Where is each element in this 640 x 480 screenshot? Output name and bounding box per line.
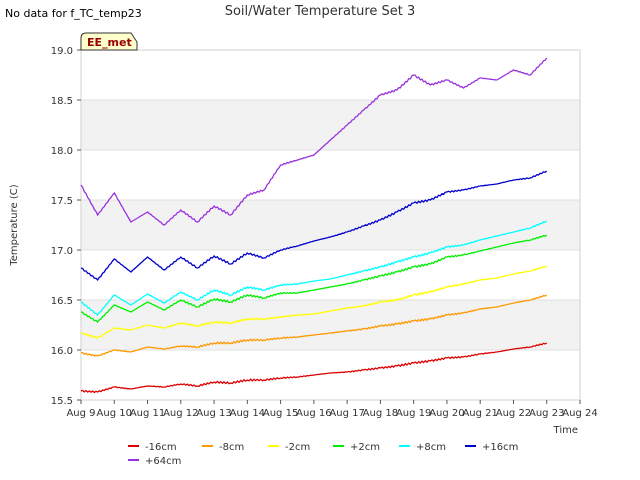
plot-frame <box>80 49 581 401</box>
x-tick-label: Aug 10 <box>97 408 132 419</box>
series-line--16cm <box>80 342 548 394</box>
x-tick-label: Aug 13 <box>196 408 231 419</box>
x-tick-label: Aug 18 <box>363 408 398 419</box>
no-data-note: No data for f_TC_temp23 <box>5 7 142 20</box>
series-line--8cm <box>80 294 548 357</box>
x-tick-label: Aug 15 <box>263 408 298 419</box>
plot-band <box>81 50 580 100</box>
plot-band <box>81 100 580 150</box>
y-tick-label: 15.5 <box>51 396 73 407</box>
x-tick-label: Aug 22 <box>496 408 531 419</box>
plot-band <box>81 250 580 300</box>
series-line-+8cm <box>80 220 548 317</box>
x-tick-label: Aug 19 <box>396 408 431 419</box>
legend-label: +8cm <box>416 442 446 453</box>
x-tick-label: Aug 16 <box>296 408 331 419</box>
series-line-+16cm <box>80 170 548 282</box>
legend-label: +16cm <box>482 442 518 453</box>
site-badge: EE_met <box>80 32 138 51</box>
plot-band <box>81 350 580 400</box>
legend-label: -2cm <box>285 442 310 453</box>
plot-band <box>81 150 580 200</box>
x-tick-label: Aug 9 <box>66 408 95 419</box>
y-tick-label: 18.0 <box>51 146 73 157</box>
y-tick-label: 17.5 <box>51 196 73 207</box>
y-tick-label: 19.0 <box>51 46 73 57</box>
y-tick-label: 18.5 <box>51 96 73 107</box>
x-axis-label: Time <box>553 425 578 436</box>
x-tick-label: Aug 12 <box>163 408 198 419</box>
legend-label: +64cm <box>145 456 181 467</box>
series-line-+2cm <box>80 234 548 323</box>
series-lines <box>80 57 548 394</box>
y-axis-label: Temperature (C) <box>9 184 20 266</box>
x-tick-label: Aug 20 <box>429 408 464 419</box>
site-badge-label: EE_met <box>87 36 132 49</box>
x-tick-label: Aug 11 <box>130 408 165 419</box>
series-line-+64cm <box>80 57 548 226</box>
plot-bands <box>81 49 580 401</box>
plot-band <box>81 300 580 350</box>
x-tick-label: Aug 23 <box>529 408 564 419</box>
chart-title: Soil/Water Temperature Set 3 <box>225 4 416 19</box>
x-tick-label: Aug 14 <box>230 408 265 419</box>
y-tick-label: 16.5 <box>51 296 73 307</box>
series-line--2cm <box>80 265 548 339</box>
plot-band <box>81 200 580 250</box>
y-axis: 15.5 16.0 16.5 17.0 17.5 18.0 18.5 19.0 <box>51 46 81 407</box>
legend-label: +2cm <box>350 442 380 453</box>
x-tick-label: Aug 21 <box>462 408 497 419</box>
x-tick-label: Aug 17 <box>329 408 364 419</box>
legend-label: -8cm <box>219 442 244 453</box>
legend-label: -16cm <box>145 442 177 453</box>
legend: -16cm -8cm -2cm +2cm +8cm +16cm +64cm <box>128 442 518 467</box>
x-tick-label: Aug 24 <box>562 408 597 419</box>
y-tick-label: 16.0 <box>51 346 73 357</box>
y-tick-label: 17.0 <box>51 246 73 257</box>
